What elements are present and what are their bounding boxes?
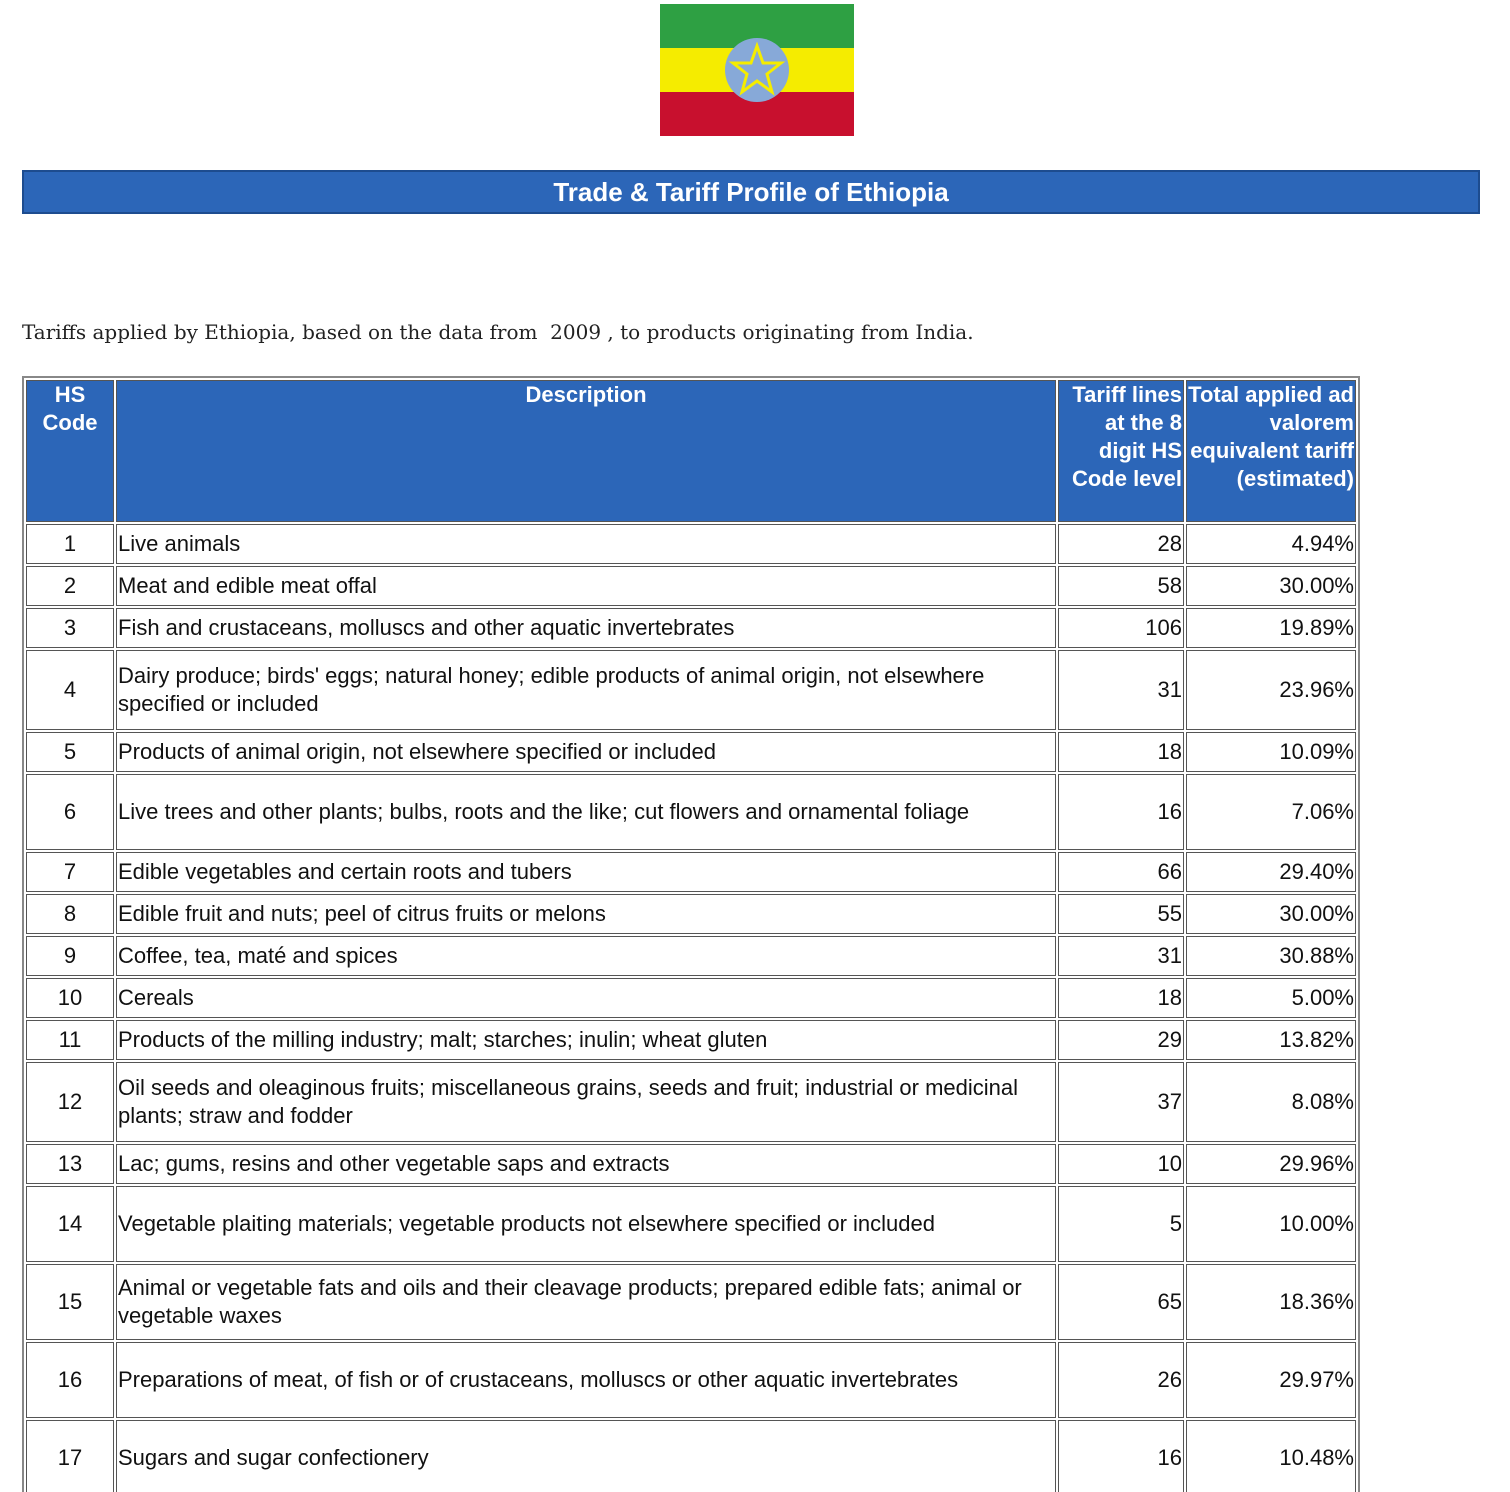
table-cell: 29.96% xyxy=(1186,1144,1356,1184)
table-cell: 9 xyxy=(26,936,114,976)
table-cell: 66 xyxy=(1058,852,1184,892)
intro-text: Tariffs applied by Ethiopia, based on th… xyxy=(22,320,974,344)
table-cell: 18.36% xyxy=(1186,1264,1356,1340)
table-cell: Products of the milling industry; malt; … xyxy=(116,1020,1056,1060)
table-cell: 10.00% xyxy=(1186,1186,1356,1262)
table-cell: 23.96% xyxy=(1186,650,1356,730)
title-bar: Trade & Tariff Profile of Ethiopia xyxy=(22,170,1480,214)
table-cell: 37 xyxy=(1058,1062,1184,1142)
table-cell: 13.82% xyxy=(1186,1020,1356,1060)
table-cell: 11 xyxy=(26,1020,114,1060)
table-cell: Live animals xyxy=(116,524,1056,564)
table-cell: 14 xyxy=(26,1186,114,1262)
flag xyxy=(660,4,854,136)
table-row: 5 Products of animal origin, not elsewher… xyxy=(26,732,1356,772)
table-cell: 30.00% xyxy=(1186,894,1356,934)
table-row: 14 Vegetable plaiting materials; vegetabl… xyxy=(26,1186,1356,1262)
table-cell: 16 xyxy=(1058,1420,1184,1492)
table-cell: 15 xyxy=(26,1264,114,1340)
table-cell: 7.06% xyxy=(1186,774,1356,850)
table-cell: Meat and edible meat offal xyxy=(116,566,1056,606)
table-cell: 5.00% xyxy=(1186,978,1356,1018)
column-header: Total applied ad valorem equivalent tari… xyxy=(1186,380,1356,522)
table-cell: 16 xyxy=(1058,774,1184,850)
table-cell: Edible fruit and nuts; peel of citrus fr… xyxy=(116,894,1056,934)
table-row: 7 Edible vegetables and certain roots and… xyxy=(26,852,1356,892)
table-cell: 1 xyxy=(26,524,114,564)
table-cell: 2 xyxy=(26,566,114,606)
table-cell: 13 xyxy=(26,1144,114,1184)
table-row: 17 Sugars and sugar confectionery 16 10.48% xyxy=(26,1420,1356,1492)
table-cell: Products of animal origin, not elsewhere… xyxy=(116,732,1056,772)
table-cell: 4.94% xyxy=(1186,524,1356,564)
table-cell: 3 xyxy=(26,608,114,648)
table-cell: 8.08% xyxy=(1186,1062,1356,1142)
table-cell: Live trees and other plants; bulbs, root… xyxy=(116,774,1056,850)
table-cell: 31 xyxy=(1058,936,1184,976)
table-cell: 10.09% xyxy=(1186,732,1356,772)
table-cell: Fish and crustaceans, molluscs and other… xyxy=(116,608,1056,648)
table-cell: Vegetable plaiting materials; vegetable … xyxy=(116,1186,1056,1262)
table-cell: 7 xyxy=(26,852,114,892)
table-cell: 55 xyxy=(1058,894,1184,934)
table-cell: 4 xyxy=(26,650,114,730)
table-cell: 26 xyxy=(1058,1342,1184,1418)
table-cell: 30.88% xyxy=(1186,936,1356,976)
table-cell: Sugars and sugar confectionery xyxy=(116,1420,1056,1492)
table-cell: 58 xyxy=(1058,566,1184,606)
table-row: 8 Edible fruit and nuts; peel of citrus f… xyxy=(26,894,1356,934)
column-header: Description xyxy=(116,380,1056,522)
table-cell: Coffee, tea, maté and spices xyxy=(116,936,1056,976)
table-cell: 65 xyxy=(1058,1264,1184,1340)
table-cell: Animal or vegetable fats and oils and th… xyxy=(116,1264,1056,1340)
table-cell: Cereals xyxy=(116,978,1056,1018)
table-cell: 16 xyxy=(26,1342,114,1418)
tariff-table: HS Code Description Tariff lines at the 8 … xyxy=(22,376,1360,1492)
table-cell: 18 xyxy=(1058,732,1184,772)
table-cell: 8 xyxy=(26,894,114,934)
table-cell: 5 xyxy=(1058,1186,1184,1262)
table-cell: Dairy produce; birds' eggs; natural hone… xyxy=(116,650,1056,730)
table-cell: 10 xyxy=(26,978,114,1018)
table-row: 15 Animal or vegetable fats and oils and … xyxy=(26,1264,1356,1340)
table-cell: 106 xyxy=(1058,608,1184,648)
table-cell: Lac; gums, resins and other vegetable sa… xyxy=(116,1144,1056,1184)
table-cell: 28 xyxy=(1058,524,1184,564)
table-cell: 29.97% xyxy=(1186,1342,1356,1418)
table-row: 6 Live trees and other plants; bulbs, roo… xyxy=(26,774,1356,850)
table-cell: 5 xyxy=(26,732,114,772)
table-cell: 29 xyxy=(1058,1020,1184,1060)
table-cell: 10 xyxy=(1058,1144,1184,1184)
table-cell: 29.40% xyxy=(1186,852,1356,892)
table-row: 11 Products of the milling industry; malt… xyxy=(26,1020,1356,1060)
table-cell: 12 xyxy=(26,1062,114,1142)
table-cell: 17 xyxy=(26,1420,114,1492)
table-row: 12 Oil seeds and oleaginous fruits; misce… xyxy=(26,1062,1356,1142)
table-row: 2 Meat and edible meat offal 58 30.00% xyxy=(26,566,1356,606)
column-header: HS Code xyxy=(26,380,114,522)
table-cell: 6 xyxy=(26,774,114,850)
header-row: HS Code Description Tariff lines at the 8 … xyxy=(26,380,1356,522)
table-row: 1 Live animals 28 4.94% xyxy=(26,524,1356,564)
table-row: 10 Cereals 18 5.00% xyxy=(26,978,1356,1018)
table-row: 9 Coffee, tea, maté and spices 31 30.88% xyxy=(26,936,1356,976)
table-cell: Oil seeds and oleaginous fruits; miscell… xyxy=(116,1062,1056,1142)
table-cell: 31 xyxy=(1058,650,1184,730)
table-cell: 19.89% xyxy=(1186,608,1356,648)
table-row: 13 Lac; gums, resins and other vegetable … xyxy=(26,1144,1356,1184)
table-row: 16 Preparations of meat, of fish or of cr… xyxy=(26,1342,1356,1418)
table-cell: 10.48% xyxy=(1186,1420,1356,1492)
table-cell: 30.00% xyxy=(1186,566,1356,606)
table-cell: 18 xyxy=(1058,978,1184,1018)
table-cell: Edible vegetables and certain roots and … xyxy=(116,852,1056,892)
table-row: 3 Fish and crustaceans, molluscs and othe… xyxy=(26,608,1356,648)
table-row: 4 Dairy produce; birds' eggs; natural hon… xyxy=(26,650,1356,730)
column-header: Tariff lines at the 8 digit HS Code leve… xyxy=(1058,380,1184,522)
table-cell: Preparations of meat, of fish or of crus… xyxy=(116,1342,1056,1418)
